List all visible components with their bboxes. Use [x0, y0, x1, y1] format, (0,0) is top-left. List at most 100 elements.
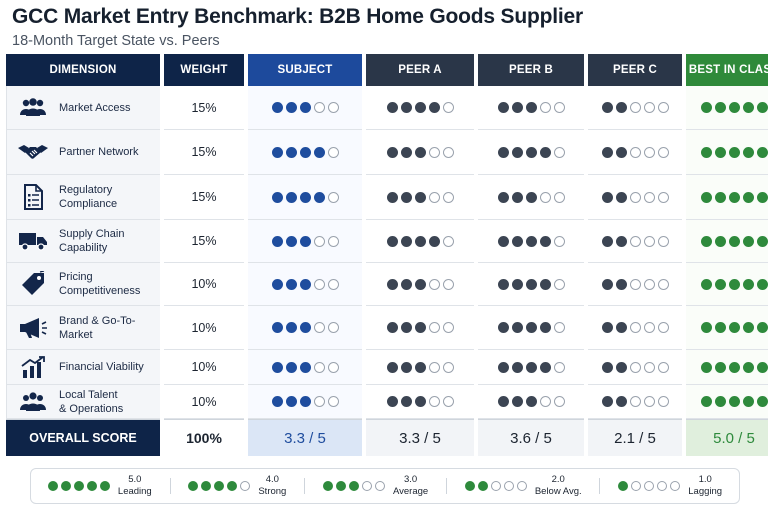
- filled-dot: [742, 396, 754, 407]
- filled-dot: [756, 191, 768, 203]
- filled-dot: [348, 481, 359, 491]
- empty-dot: [643, 278, 655, 290]
- empty-dot: [629, 278, 641, 290]
- filled-dot: [714, 235, 726, 247]
- empty-dot: [442, 361, 454, 373]
- bar-chart-icon: [17, 354, 49, 380]
- filled-dot: [400, 278, 412, 290]
- header-dimension: DIMENSION: [6, 54, 160, 86]
- filled-dot: [511, 146, 523, 158]
- filled-dot: [86, 481, 97, 491]
- weight-value: 10%: [191, 394, 217, 409]
- filled-dot: [615, 322, 627, 333]
- empty-dot: [631, 481, 642, 491]
- empty-dot: [657, 278, 669, 290]
- filled-dot: [313, 146, 325, 158]
- filled-dot: [756, 396, 768, 407]
- score-dots: [386, 102, 454, 113]
- filled-dot: [497, 322, 509, 333]
- legend-text: 4.0 Strong: [258, 474, 286, 498]
- filled-dot: [511, 278, 523, 290]
- empty-dot: [629, 361, 641, 373]
- score-dots: [601, 361, 669, 373]
- weight-cell: 10%: [164, 350, 244, 385]
- header-peer-c: PEER C: [588, 54, 682, 86]
- filled-dot: [497, 278, 509, 290]
- empty-dot: [428, 322, 440, 333]
- filled-dot: [525, 322, 537, 333]
- score-dots: [601, 191, 669, 203]
- filled-dot: [539, 146, 551, 158]
- score-dots: [271, 235, 339, 247]
- empty-dot: [657, 146, 669, 158]
- filled-dot: [464, 481, 475, 491]
- filled-dot: [601, 396, 613, 407]
- score-dots: [700, 235, 768, 247]
- megaphone-icon: [17, 315, 49, 341]
- filled-dot: [313, 191, 325, 203]
- empty-dot: [539, 396, 551, 407]
- filled-dot: [386, 102, 398, 113]
- peer-c-score-cell: [588, 175, 682, 220]
- peer-a-score-cell: [366, 175, 474, 220]
- filled-dot: [728, 361, 740, 373]
- empty-dot: [428, 278, 440, 290]
- empty-dot: [428, 146, 440, 158]
- weight-cell: 10%: [164, 306, 244, 350]
- filled-dot: [742, 191, 754, 203]
- legend-label: Lagging: [688, 486, 723, 497]
- benchmark-table: DIMENSION WEIGHT SUBJECT PEER A PEER B P…: [6, 54, 768, 459]
- empty-dot: [643, 396, 655, 407]
- filled-dot: [414, 396, 426, 407]
- filled-dot: [714, 396, 726, 407]
- filled-dot: [539, 322, 551, 333]
- dimension-label: Supply Chain Capability: [59, 228, 125, 254]
- score-dots: [271, 102, 339, 113]
- empty-dot: [629, 322, 641, 333]
- overall-score-label: OVERALL SCORE: [6, 419, 160, 456]
- legend-label: Strong: [258, 486, 287, 497]
- filled-dot: [615, 396, 627, 407]
- weight-cell: 10%: [164, 385, 244, 419]
- filled-dot: [414, 278, 426, 290]
- score-dots: [497, 235, 565, 247]
- score-dots: [386, 396, 454, 407]
- filled-dot: [728, 278, 740, 290]
- score-legend: 5.0 Leading 4.0 Strong 3.0 Average 2.0 Below Av…: [30, 468, 740, 504]
- peer-b-score-cell: [478, 350, 584, 385]
- handshake-icon: [17, 139, 49, 165]
- filled-dot: [271, 361, 283, 373]
- filled-dot: [60, 481, 71, 491]
- dimension-cell: Financial Viability: [6, 350, 160, 385]
- dimension-cell: Brand & Go-To- Market: [6, 306, 160, 350]
- subject-score-cell: [248, 263, 362, 306]
- empty-dot: [327, 146, 339, 158]
- legend-divider: [169, 478, 171, 494]
- dimension-label: Pricing Competitiveness: [59, 271, 141, 297]
- filled-dot: [511, 396, 523, 407]
- empty-dot: [313, 322, 325, 333]
- filled-dot: [700, 396, 712, 407]
- filled-dot: [700, 102, 712, 113]
- filled-dot: [386, 361, 398, 373]
- filled-dot: [271, 235, 283, 247]
- empty-dot: [313, 102, 325, 113]
- filled-dot: [728, 191, 740, 203]
- legend-text: 2.0 Below Avg.: [535, 474, 582, 498]
- score-dots: [386, 278, 454, 290]
- overall-peer-c: 2.1 / 5: [588, 419, 682, 456]
- filled-dot: [386, 396, 398, 407]
- best-score-cell: [686, 175, 768, 220]
- empty-dot: [657, 481, 668, 491]
- filled-dot: [618, 481, 629, 491]
- filled-dot: [700, 322, 712, 333]
- best-score-cell: [686, 306, 768, 350]
- empty-dot: [643, 235, 655, 247]
- score-dots: [271, 146, 339, 158]
- filled-dot: [47, 481, 58, 491]
- legend-value: 1.0: [698, 474, 712, 485]
- peer-c-score-cell: [588, 306, 682, 350]
- score-dots: [497, 396, 565, 407]
- filled-dot: [386, 235, 398, 247]
- empty-dot: [442, 146, 454, 158]
